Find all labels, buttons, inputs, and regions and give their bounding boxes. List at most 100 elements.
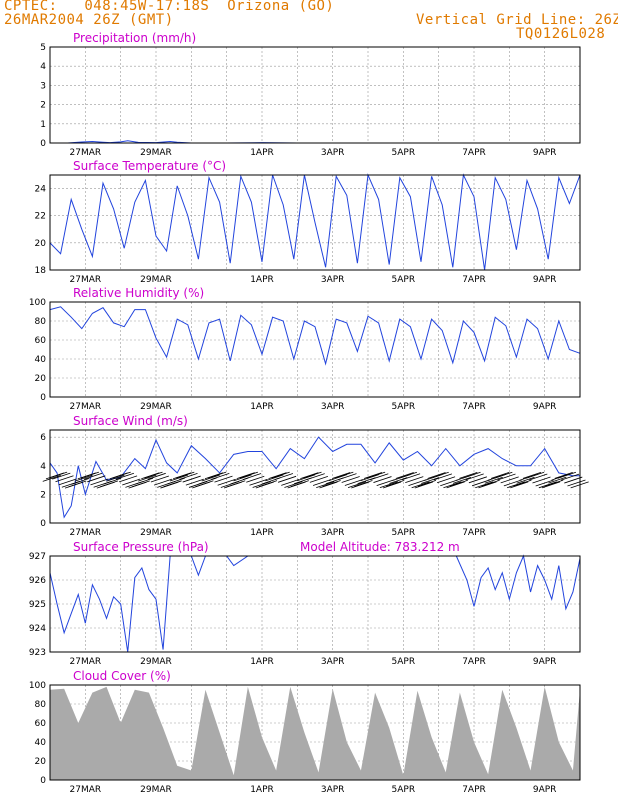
wind-barb — [347, 481, 367, 489]
wind-barb — [239, 471, 259, 479]
wind-barb — [395, 472, 414, 479]
series-line — [49, 554, 581, 653]
panel-frame — [49, 555, 581, 653]
y-tick-label: 40 — [35, 738, 47, 748]
wind-barb — [481, 479, 500, 487]
x-tick-label: 27MAR — [70, 148, 102, 158]
wind-barb — [268, 472, 287, 479]
x-tick-label: 7APR — [462, 275, 486, 285]
x-tick-label: 3APR — [321, 148, 345, 158]
x-tick-label: 27MAR — [70, 402, 102, 412]
wind-barb — [208, 471, 227, 479]
x-tick-label: 9APR — [533, 785, 557, 795]
wind-barb — [227, 480, 246, 488]
wind-barb — [408, 479, 427, 487]
wind-barb — [468, 476, 488, 484]
wind-barb — [443, 481, 462, 489]
wind-barb — [433, 473, 453, 481]
x-tick-label: 5APR — [392, 785, 416, 795]
wind-barb — [249, 478, 268, 486]
wind-barb — [83, 472, 103, 480]
x-tick-label: 3APR — [321, 528, 345, 538]
y-tick-label: 20 — [35, 757, 47, 767]
wind-barb — [564, 476, 583, 484]
wind-barb — [55, 475, 74, 483]
wind-barb — [401, 473, 421, 481]
x-tick-label: 5APR — [392, 657, 416, 667]
wind-barb — [503, 479, 522, 487]
wind-barb — [258, 480, 278, 488]
wind-barb — [465, 473, 484, 481]
wind-barb — [430, 471, 449, 479]
wind-barb — [545, 479, 564, 487]
wind-barb — [522, 471, 542, 479]
x-tick-label: 9APR — [533, 657, 557, 667]
panel-title: Cloud Cover (%) — [73, 669, 171, 683]
wind-barb — [68, 480, 87, 488]
panel-title: Surface Temperature (°C) — [73, 159, 226, 173]
x-tick-label: 7APR — [462, 528, 486, 538]
x-tick-label: 7APR — [462, 785, 486, 795]
y-tick-label: 100 — [29, 681, 46, 691]
x-tick-label: 5APR — [392, 275, 416, 285]
panel-title: Surface Wind (m/s) — [73, 414, 188, 428]
wind-barb — [335, 471, 354, 479]
wind-barb — [274, 473, 294, 480]
wind-barb — [560, 473, 580, 481]
y-tick-label: 4 — [40, 462, 46, 472]
wind-barb — [529, 473, 548, 481]
wind-barb — [567, 479, 586, 487]
y-tick-label: 80 — [35, 317, 47, 327]
x-tick-label: 5APR — [392, 402, 416, 412]
wind-barb — [382, 481, 402, 489]
y-tick-label: 100 — [29, 298, 46, 308]
wind-barb — [421, 477, 440, 484]
wind-barb — [513, 479, 532, 487]
wind-barb — [557, 471, 577, 479]
wind-barb — [417, 479, 437, 487]
wind-barb — [49, 471, 68, 479]
wind-barb — [370, 473, 389, 481]
wind-barb — [300, 472, 319, 479]
wind-barb — [367, 471, 386, 479]
wind-barb — [204, 472, 224, 480]
wind-barb — [290, 480, 309, 487]
y-tick-label: 2 — [40, 101, 46, 111]
wind-barb — [147, 472, 166, 480]
header-location: CPTEC: 048:45W-17:18S Orizona (GO) — [4, 0, 335, 14]
wind-barb — [303, 471, 322, 479]
wind-barb — [252, 481, 271, 488]
wind-barb — [74, 474, 93, 482]
y-tick-label: 20 — [35, 239, 47, 249]
wind-barb — [169, 474, 189, 482]
wind-barb — [506, 481, 526, 489]
wind-barb — [134, 477, 154, 485]
wind-barb — [332, 472, 351, 479]
x-tick-label: 29MAR — [140, 528, 172, 538]
wind-barb — [106, 474, 125, 482]
y-tick-label: 0 — [40, 393, 46, 403]
wind-barb — [386, 480, 405, 487]
wind-barb — [484, 476, 503, 484]
wind-barb — [398, 471, 418, 479]
x-tick-label: 1APR — [250, 275, 274, 285]
wind-barb — [341, 476, 360, 483]
x-tick-label: 9APR — [533, 528, 557, 538]
wind-barb — [182, 475, 201, 483]
wind-barb — [281, 478, 300, 486]
x-tick-label: 9APR — [533, 275, 557, 285]
panel-frame — [49, 46, 581, 144]
wind-barb — [494, 471, 513, 479]
y-tick-label: 20 — [35, 374, 47, 384]
wind-barb — [217, 478, 236, 486]
panel-frame — [49, 684, 581, 781]
x-tick-label: 3APR — [321, 275, 345, 285]
wind-barb — [179, 472, 198, 480]
wind-barb — [112, 471, 131, 479]
wind-barb — [201, 474, 220, 482]
wind-barb — [475, 481, 494, 489]
wind-barb — [497, 473, 516, 481]
y-tick-label: 80 — [35, 700, 47, 710]
wind-barb — [103, 477, 122, 485]
wind-barb — [541, 481, 561, 489]
